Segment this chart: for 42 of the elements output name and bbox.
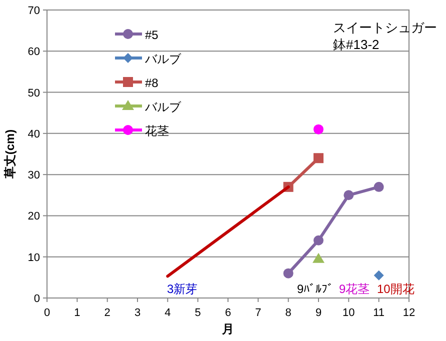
x-tick-label: 0 xyxy=(44,307,50,319)
point xyxy=(374,182,384,192)
legend-label: #5 xyxy=(145,28,159,42)
x-tick-label: 4 xyxy=(164,307,171,319)
x-tick-label: 9 xyxy=(315,307,322,319)
x-tick-label: 2 xyxy=(104,307,110,319)
text: 鉢#13-2 xyxy=(333,37,380,52)
text: スイートシュガー xyxy=(333,20,437,35)
point xyxy=(344,190,354,200)
annotation: 3新芽 xyxy=(167,282,198,296)
x-tick-label: 7 xyxy=(255,307,262,319)
x-tick-label: 1 xyxy=(74,307,80,319)
x-axis-title: 月 xyxy=(221,322,234,336)
x-tick-label: 6 xyxy=(224,307,232,319)
point xyxy=(314,235,324,246)
point xyxy=(283,268,294,278)
x-tick-label: 11 xyxy=(373,307,385,319)
annotation: 9ﾊﾞﾙﾌﾞ xyxy=(297,282,334,296)
annotation: 10開花 xyxy=(377,282,414,296)
y-tick-label: 70 xyxy=(28,5,40,17)
point xyxy=(374,270,384,280)
legend-label: バルブ xyxy=(144,100,182,114)
x-tick-label: 3 xyxy=(134,307,141,319)
y-tick-label: 50 xyxy=(28,87,40,100)
y-tick-label: 30 xyxy=(28,170,40,182)
y-tick-label: 10 xyxy=(28,252,40,264)
x-tick-label: 12 xyxy=(402,307,416,319)
legend-label: 花茎 xyxy=(145,124,169,138)
y-tick-label: 0 xyxy=(34,293,40,305)
x-tick-label: 8 xyxy=(285,307,292,319)
y-axis-title: 草丈(cm) xyxy=(3,129,17,180)
point xyxy=(314,153,324,164)
y-tick-label: 20 xyxy=(28,210,40,223)
y-tick-label: 60 xyxy=(28,46,40,58)
x-tick-label: 5 xyxy=(194,307,201,319)
legend-label: バルブ xyxy=(144,52,182,66)
x-tick-label: 10 xyxy=(342,307,355,319)
y-tick-label: 40 xyxy=(28,128,40,140)
annotation: 9花茎 xyxy=(339,282,370,296)
legend-label: #8 xyxy=(145,76,159,90)
point xyxy=(314,124,324,134)
point xyxy=(312,252,324,263)
